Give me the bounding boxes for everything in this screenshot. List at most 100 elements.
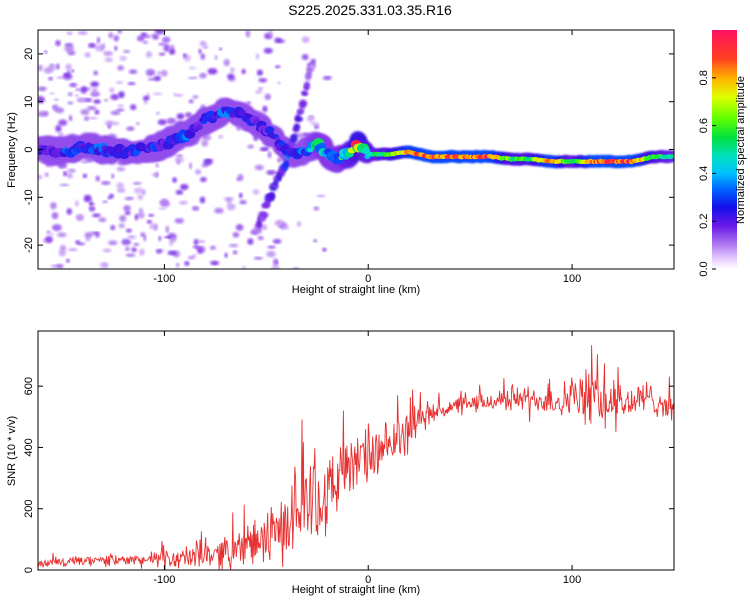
- spectrogram-speckle: [156, 249, 163, 254]
- spectrogram-speckle: [84, 52, 91, 58]
- spectrogram-branch: [294, 117, 304, 122]
- spectrogram-branch: [269, 192, 276, 201]
- spectrogram-speckle: [52, 224, 62, 232]
- spectrogram-speckle: [68, 115, 73, 122]
- colorbar: 0.0 0.2 0.4 0.6 0.8 Normalized spectral ampl…: [698, 30, 747, 277]
- spectrogram-speckle: [168, 49, 176, 55]
- spectrogram-speckle: [136, 122, 140, 125]
- spectrogram-speckle: [296, 221, 302, 227]
- spectrogram-speckle: [102, 43, 106, 50]
- spectrogram-branch: [284, 160, 289, 170]
- spectrogram-speckle: [146, 219, 152, 224]
- spectrogram-speckle: [95, 232, 100, 238]
- spectrogram-speckle: [67, 172, 73, 179]
- spectrogram-x-tick-label: 0: [365, 273, 371, 285]
- snr-x-tick-label: 100: [563, 574, 581, 586]
- spectrogram-speckle: [266, 170, 277, 175]
- spectrogram-speckle: [235, 224, 244, 231]
- spectrogram-speckle: [203, 45, 209, 49]
- spectrogram-speckle: [310, 121, 320, 126]
- spectrogram-speckle: [55, 40, 61, 47]
- spectrogram-speckle: [49, 92, 55, 95]
- spectrogram-speckle: [165, 44, 169, 52]
- chart-title: S225.2025.331.03.35.R16: [288, 2, 452, 18]
- spectrogram-speckle: [223, 59, 230, 67]
- spectrogram-speckle: [157, 119, 167, 126]
- spectrogram-speckle: [115, 80, 123, 85]
- spectrogram-speckle: [118, 91, 125, 99]
- spectrogram-speckle: [209, 245, 216, 250]
- snr-y-ticks: 0 200 400 600: [23, 377, 674, 573]
- spectrogram-speckle: [123, 49, 131, 54]
- spectrogram-speckle: [160, 70, 168, 77]
- spectrogram-speckle: [239, 200, 247, 205]
- spectrogram-speckle: [252, 189, 260, 195]
- spectrogram-speckle: [241, 68, 246, 75]
- spectrogram-speckle: [199, 72, 207, 79]
- snr-panel: -100 0 100 0 200 400 600 Height of straight l…: [6, 330, 675, 596]
- spectrogram-speckle: [232, 232, 240, 238]
- spectrogram-speckle: [116, 182, 125, 189]
- spectrogram-speckle: [183, 53, 187, 58]
- spectrogram-speckle: [93, 70, 98, 76]
- spectrogram-speckle: [44, 172, 49, 177]
- spectrogram-ridge-core: [196, 124, 203, 130]
- spectrogram-speckle: [301, 36, 310, 43]
- spectrogram-speckle: [64, 45, 75, 53]
- spectrogram-speckle: [272, 238, 282, 244]
- spectrogram-speckle: [187, 255, 196, 260]
- spectrogram-speckle: [245, 30, 251, 38]
- spectrogram-speckle: [199, 196, 206, 204]
- colorbar-tick-label: 0.6: [698, 118, 710, 133]
- spectrogram-speckle: [200, 53, 206, 60]
- snr-x-axis-label: Height of straight line (km): [292, 584, 420, 596]
- spectrogram-speckle: [94, 44, 103, 52]
- spectrogram-speckle: [277, 81, 281, 85]
- spectrogram-speckle: [58, 132, 64, 136]
- spectrogram-speckle: [117, 104, 124, 108]
- spectrogram-y-tick-label: -10: [23, 189, 35, 205]
- spectrogram-speckle: [188, 76, 198, 80]
- spectrogram-speckle: [257, 235, 264, 241]
- spectrogram-speckle: [214, 55, 218, 60]
- spectrogram-speckle: [247, 144, 254, 149]
- colorbar-tick-label: 0.8: [698, 70, 710, 85]
- spectrogram-speckle: [176, 158, 180, 165]
- spectrogram-speckle: [67, 168, 76, 173]
- spectrogram-speckle: [210, 260, 220, 266]
- spectrogram-speckle: [50, 202, 57, 210]
- spectrogram-x-tick-label: -100: [153, 273, 175, 285]
- spectrogram-speckle: [57, 232, 67, 238]
- spectrogram-speckle: [136, 35, 145, 42]
- spectrogram-speckle: [147, 78, 157, 81]
- spectrogram-speckle: [107, 196, 112, 200]
- spectrogram-speckle: [218, 134, 224, 139]
- spectrogram-speckle: [67, 92, 73, 97]
- spectrogram-speckle: [116, 166, 126, 172]
- spectrogram-speckle: [137, 211, 145, 219]
- spectrogram-speckle: [133, 242, 140, 246]
- spectrogram-speckle: [131, 247, 137, 253]
- spectrogram-speckle: [132, 181, 142, 185]
- spectrogram-speckle: [66, 258, 70, 263]
- colorbar-tick-label: 0.4: [698, 166, 710, 181]
- spectrogram-speckle: [55, 107, 65, 114]
- spectrogram-speckle: [163, 236, 172, 239]
- spectrogram-speckle: [277, 157, 282, 163]
- snr-x-ticks: -100 0 100: [153, 331, 581, 586]
- spectrogram-y-tick-label: 0: [23, 146, 35, 152]
- spectrogram-speckle: [114, 45, 118, 51]
- spectrogram-speckle: [137, 194, 144, 200]
- spectrogram-branch: [297, 108, 305, 114]
- spectrogram-speckle: [126, 126, 135, 131]
- spectrogram-speckle: [66, 208, 73, 215]
- spectrogram-speckle: [174, 94, 183, 97]
- spectrogram-speckle: [172, 177, 178, 183]
- spectrogram-speckle: [84, 231, 94, 238]
- spectrogram-speckle: [48, 77, 53, 81]
- spectrogram-speckle: [110, 110, 121, 115]
- spectrogram-y-tick-label: 10: [23, 96, 35, 108]
- spectrogram-speckle: [63, 72, 71, 78]
